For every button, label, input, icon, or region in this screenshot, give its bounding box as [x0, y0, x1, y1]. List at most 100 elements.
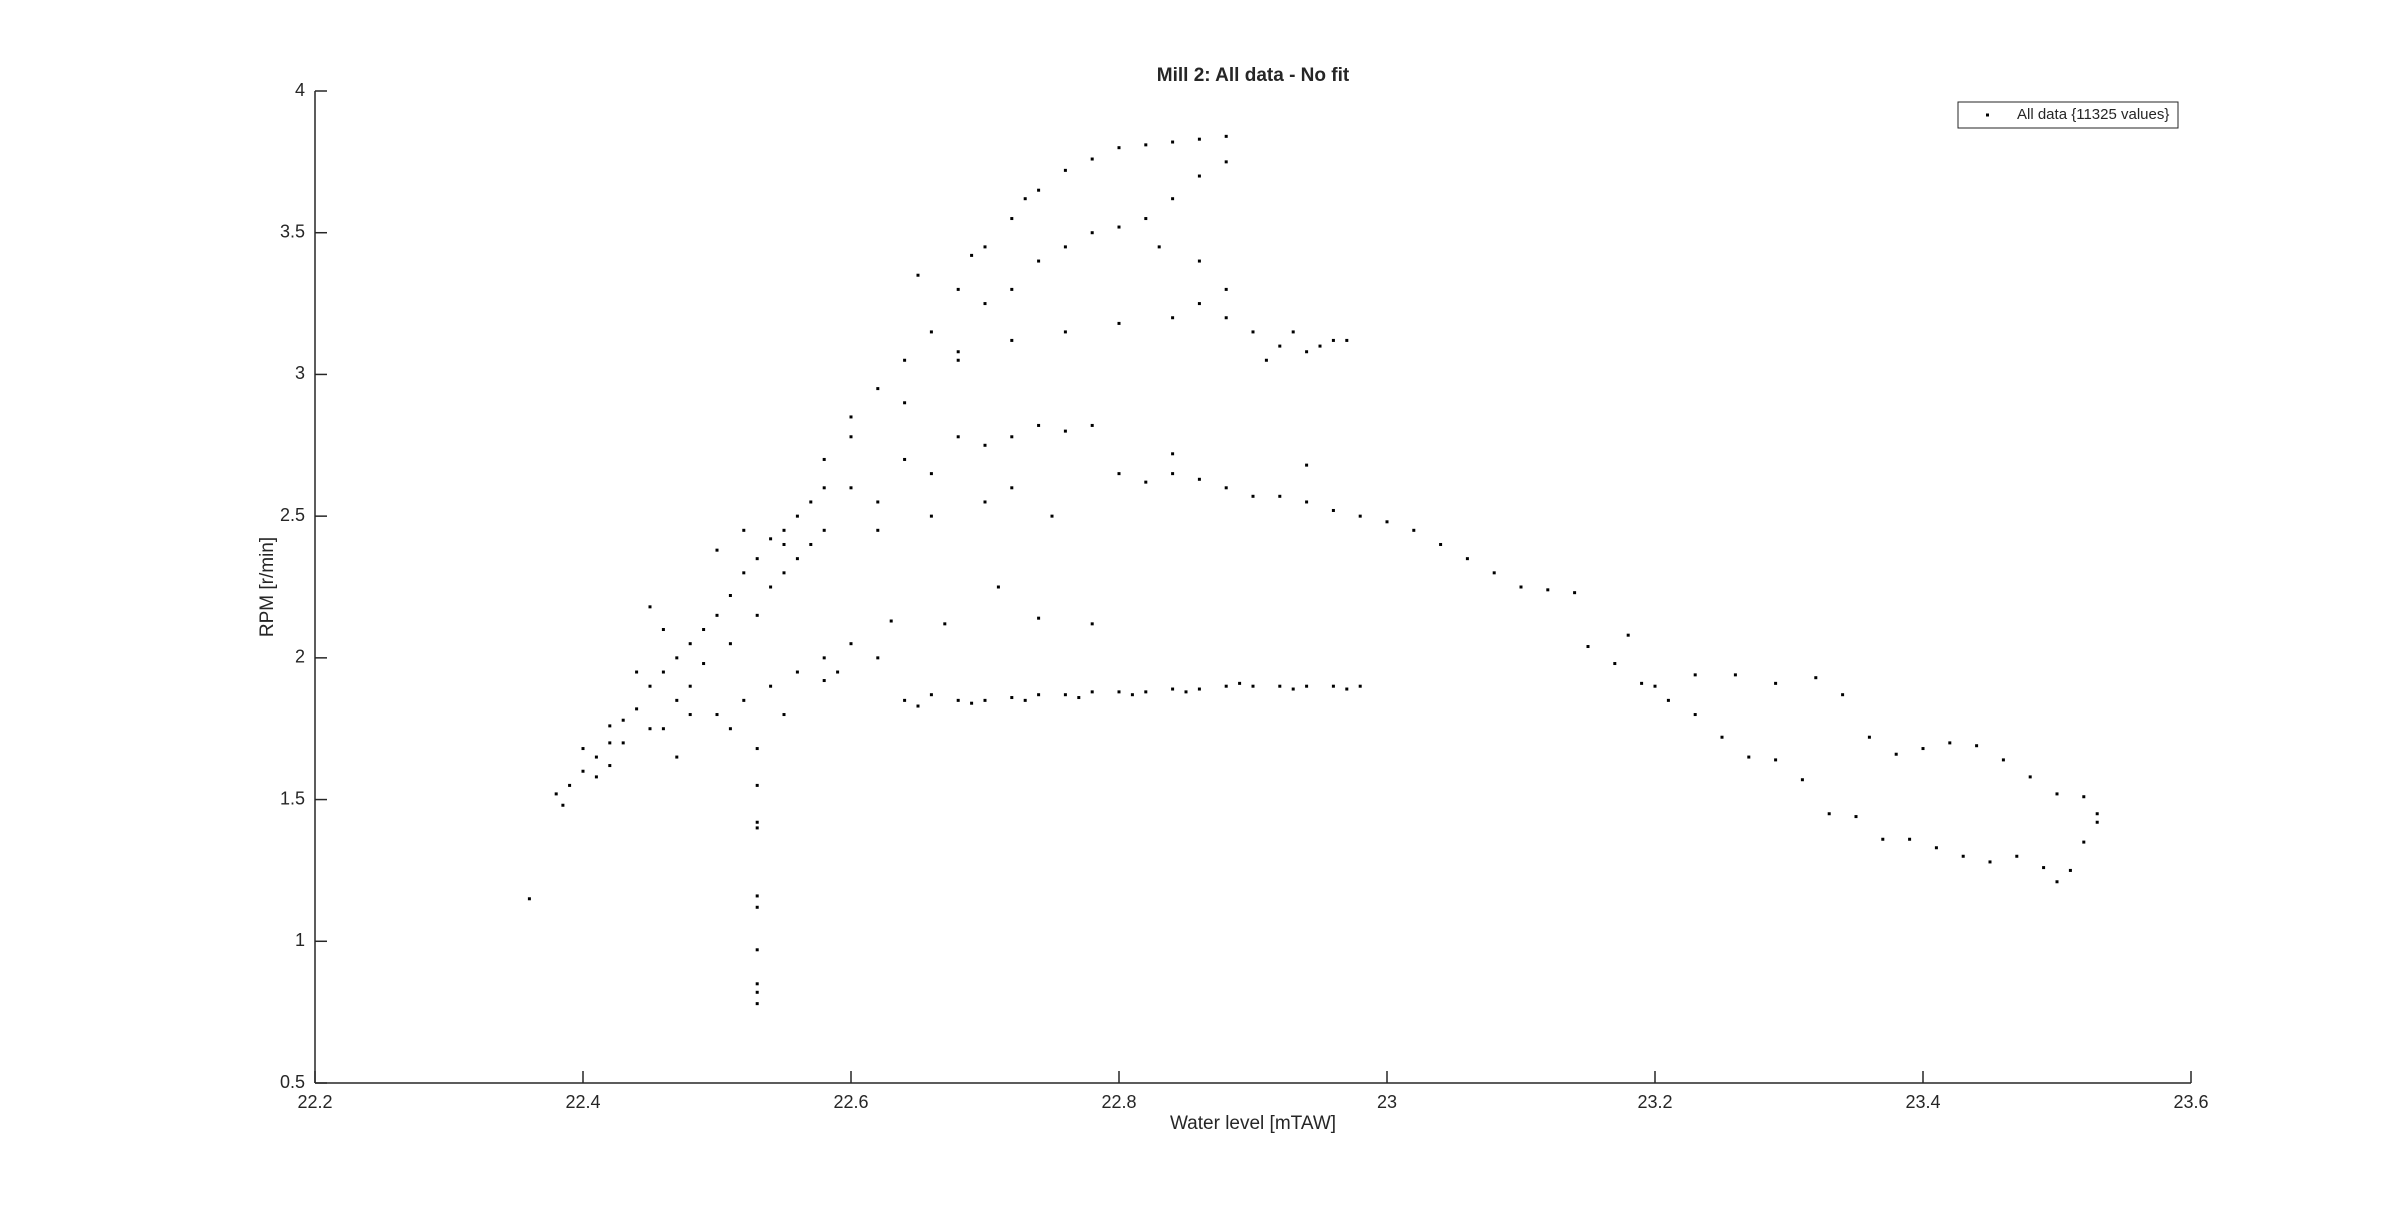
data-point: [1747, 755, 1751, 759]
data-point: [755, 783, 759, 787]
x-tick-label: 22.6: [833, 1092, 868, 1112]
legend-marker: [1986, 113, 1989, 117]
data-point: [1117, 472, 1121, 476]
data-point: [822, 679, 826, 683]
data-point: [1653, 684, 1657, 688]
data-point: [1693, 713, 1697, 717]
data-point: [1197, 477, 1201, 481]
data-point: [755, 1002, 759, 1006]
x-tick-label: 23.4: [1905, 1092, 1940, 1112]
data-point: [1037, 616, 1041, 620]
chart-title: Mill 2: All data - No fit: [1157, 65, 1350, 86]
data-point: [782, 713, 786, 717]
data-point: [2055, 880, 2059, 884]
data-point: [1331, 338, 1335, 342]
data-point: [1278, 684, 1282, 688]
data-point: [983, 500, 987, 504]
data-point: [1010, 696, 1014, 700]
data-point: [916, 273, 920, 277]
data-point: [916, 704, 920, 708]
data-point: [1023, 197, 1027, 201]
data-point: [1519, 585, 1523, 589]
data-point: [1278, 494, 1282, 498]
data-point: [2028, 775, 2032, 779]
data-point: [1345, 338, 1349, 342]
x-axis-label: Water level [mTAW]: [1170, 1113, 1336, 1134]
data-point: [1063, 168, 1067, 172]
data-point: [621, 741, 625, 745]
data-point: [2001, 758, 2005, 762]
data-point: [1171, 687, 1175, 691]
data-point: [755, 557, 759, 561]
data-point: [1224, 160, 1228, 164]
data-point: [1492, 571, 1496, 575]
data-point: [648, 727, 652, 731]
data-point: [755, 948, 759, 952]
data-point: [983, 443, 987, 447]
y-tick-label: 1: [295, 930, 305, 950]
data-point: [1224, 684, 1228, 688]
data-point: [755, 613, 759, 617]
data-point: [903, 358, 907, 362]
data-point: [715, 713, 719, 717]
data-point: [836, 670, 840, 674]
data-point: [1197, 687, 1201, 691]
data-point: [1171, 197, 1175, 201]
data-point: [1412, 528, 1416, 532]
data-point: [782, 528, 786, 532]
data-point: [809, 542, 813, 546]
data-point: [527, 897, 531, 901]
x-tick-label: 22.4: [565, 1092, 600, 1112]
data-point: [1358, 684, 1362, 688]
data-point: [970, 701, 974, 705]
x-tick-label: 22.8: [1101, 1092, 1136, 1112]
data-point: [688, 684, 692, 688]
data-point: [903, 457, 907, 461]
data-point: [1800, 778, 1804, 782]
data-point: [822, 656, 826, 660]
data-point: [1439, 542, 1443, 546]
data-point: [1666, 698, 1670, 702]
y-tick-label: 4: [295, 80, 305, 100]
data-point: [1613, 662, 1617, 666]
data-point: [1291, 687, 1295, 691]
data-point: [1037, 423, 1041, 427]
data-point: [1894, 752, 1898, 756]
data-point: [594, 755, 598, 759]
data-point: [1238, 681, 1242, 685]
data-point: [1693, 673, 1697, 677]
data-point: [661, 670, 665, 674]
data-point: [2042, 866, 2046, 870]
data-point: [1331, 684, 1335, 688]
data-point: [755, 982, 759, 986]
data-point: [728, 642, 732, 646]
data-point: [1278, 344, 1282, 348]
data-point: [769, 585, 773, 589]
data-point: [1318, 344, 1322, 348]
data-point: [849, 642, 853, 646]
data-point: [581, 747, 585, 751]
data-point: [876, 387, 880, 391]
y-tick-label: 0.5: [280, 1072, 305, 1092]
data-point: [675, 755, 679, 759]
data-point: [1305, 684, 1309, 688]
data-point: [1171, 140, 1175, 144]
data-point: [1117, 321, 1121, 325]
data-point: [1063, 330, 1067, 334]
data-point: [929, 514, 933, 518]
data-point: [956, 698, 960, 702]
data-point: [970, 253, 974, 257]
data-point: [1197, 174, 1201, 178]
y-axis-label: RPM [r/min]: [257, 537, 278, 637]
data-point: [648, 684, 652, 688]
data-point: [1037, 188, 1041, 192]
data-point: [929, 330, 933, 334]
data-point: [1197, 137, 1201, 141]
data-point: [1197, 259, 1201, 263]
data-point: [1814, 676, 1818, 680]
data-point: [1010, 217, 1014, 221]
data-point: [1264, 358, 1268, 362]
data-point: [1961, 854, 1965, 858]
